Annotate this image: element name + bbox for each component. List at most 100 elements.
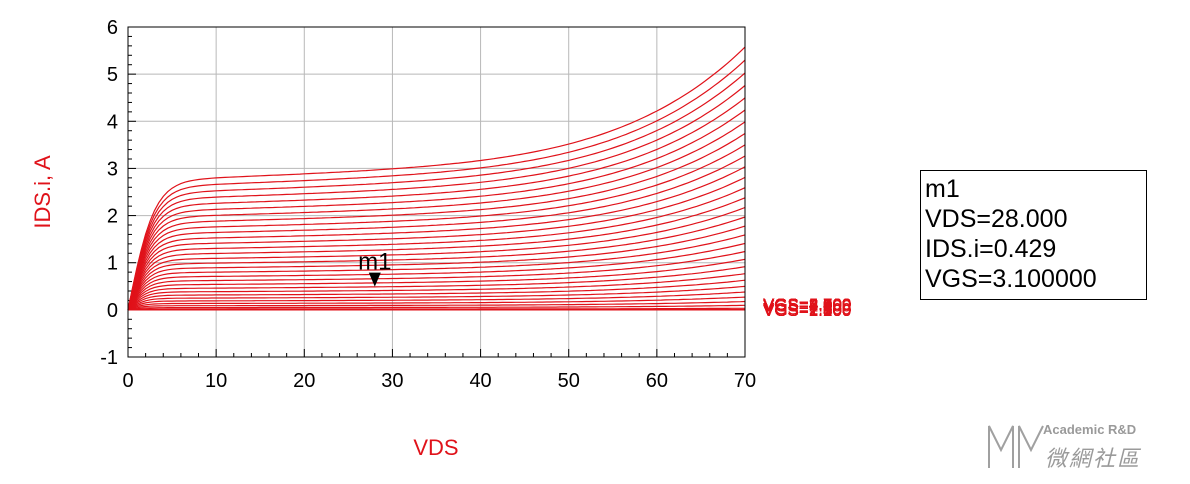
series-label: VGS=4.200	[763, 295, 851, 314]
iv-curve	[127, 225, 746, 311]
y-tick-label: -1	[100, 347, 118, 369]
iv-curve	[127, 279, 746, 311]
series-label: VGS=5.000	[763, 295, 851, 314]
iv-curve	[127, 85, 746, 311]
iv-curve	[127, 307, 745, 311]
x-tick-label: 0	[122, 370, 133, 392]
series-label: VGS=4.600	[763, 295, 851, 314]
iv-curve	[127, 46, 746, 311]
iv-curve	[127, 291, 746, 311]
series-label: VGS=4.000	[763, 295, 851, 314]
iv-curves	[127, 46, 746, 311]
series-label: VGS=3.900	[763, 295, 851, 314]
series-label: VGS=2.100	[763, 299, 851, 318]
series-label: VGS=3.700	[763, 295, 851, 314]
y-tick-labels: -1 0 1 2 3 4 5 6	[100, 17, 118, 369]
x-tick-label: 20	[293, 370, 315, 392]
marker-arrow-icon	[368, 272, 381, 287]
series-labels: VGS=1.000VGS=1.100VGS=1.200VGS=1.300VGS=…	[763, 295, 851, 320]
iv-curve	[127, 266, 746, 311]
iv-curve	[127, 285, 746, 311]
x-axis-title: VDS	[413, 435, 458, 460]
series-label: VGS=4.100	[763, 295, 851, 314]
y-tick-label: 1	[107, 253, 118, 275]
series-label: VGS=1.800	[763, 301, 851, 320]
series-label: VGS=3.100	[763, 295, 851, 314]
series-label: VGS=3.300	[763, 295, 851, 314]
series-label: VGS=2.700	[763, 295, 851, 314]
iv-curve	[127, 155, 746, 311]
series-label: VGS=2.600	[763, 295, 851, 314]
iv-curve	[127, 72, 746, 311]
iv-curve	[127, 300, 746, 311]
marker-readout-vgs: VGS=3.100000	[925, 265, 1097, 293]
series-label: VGS=4.700	[763, 295, 851, 314]
series-label: VGS=4.400	[763, 295, 851, 314]
marker-m1[interactable]: m1	[358, 249, 391, 287]
y-tick-label: 6	[107, 17, 118, 39]
series-label: VGS=4.900	[763, 295, 851, 314]
x-tick-label: 70	[734, 370, 756, 392]
iv-curve	[127, 250, 746, 311]
x-tick-label: 50	[558, 370, 580, 392]
series-label: VGS=1.200	[763, 301, 851, 320]
series-label: VGS=4.500	[763, 295, 851, 314]
series-label: VGS=4.300	[763, 295, 851, 314]
y-tick-label: 3	[107, 158, 118, 180]
y-axis-title: IDS.i, A	[30, 155, 55, 229]
marker-label: m1	[358, 249, 391, 276]
iv-curve	[127, 304, 746, 311]
iv-curve	[127, 206, 746, 311]
marker-readout-ids: IDS.i=0.429	[925, 235, 1057, 263]
iv-curve	[127, 97, 746, 311]
y-tick-label: 2	[107, 206, 118, 228]
x-tick-label: 30	[381, 370, 403, 392]
x-tick-labels: 0 10 20 30 40 50 60 70	[122, 370, 756, 392]
watermark-mark-icon	[988, 425, 1044, 468]
iv-curve	[127, 273, 746, 311]
watermark-text-en: Academic R&D	[1043, 422, 1136, 437]
series-label: VGS=2.800	[763, 295, 851, 314]
iv-curve	[127, 144, 746, 311]
iv-curve	[127, 59, 746, 311]
series-label: VGS=3.800	[763, 295, 851, 314]
series-label: VGS=2.200	[763, 296, 851, 315]
series-label: VGS=1.400	[763, 301, 851, 320]
y-tick-label: 5	[107, 64, 118, 86]
series-label: VGS=3.600	[763, 295, 851, 314]
iv-curve	[127, 121, 746, 311]
series-label: VGS=2.400	[763, 295, 851, 314]
series-label: VGS=4.800	[763, 295, 851, 314]
series-label: VGS=1.500	[763, 301, 851, 320]
series-label: VGS=3.500	[763, 295, 851, 314]
iv-curve	[127, 109, 746, 311]
y-tick-label: 4	[107, 111, 118, 133]
x-tick-label: 40	[469, 370, 491, 392]
series-label: VGS=1.000	[763, 301, 851, 320]
iv-curve	[127, 242, 746, 311]
series-label: VGS=1.600	[763, 301, 851, 320]
iv-curve	[127, 234, 746, 311]
marker-readout-box: m1 VDS=28.000 IDS.i=0.429 VGS=3.100000	[920, 170, 1147, 300]
iv-curve	[127, 216, 746, 311]
series-label: VGS=2.300	[763, 295, 851, 314]
iv-curve	[127, 296, 746, 311]
marker-readout-vds: VDS=28.000	[925, 205, 1068, 233]
iv-curve	[127, 187, 746, 311]
plot-frame	[127, 26, 746, 358]
x-tick-label: 60	[646, 370, 668, 392]
series-label: VGS=2.000	[763, 301, 851, 320]
y-tick-label: 0	[107, 300, 118, 322]
series-label: VGS=3.200	[763, 295, 851, 314]
series-label: VGS=1.100	[763, 301, 851, 320]
iv-curve	[127, 197, 746, 311]
iv-curve	[127, 258, 746, 311]
series-label: VGS=1.700	[763, 301, 851, 320]
marker-readout-name: m1	[925, 175, 960, 203]
iv-curve	[127, 176, 746, 311]
series-label: VGS=1.300	[763, 301, 851, 320]
series-label: VGS=3.400	[763, 295, 851, 314]
x-tick-label: 10	[205, 370, 227, 392]
iv-curve	[127, 166, 746, 311]
series-label: VGS=2.500	[763, 295, 851, 314]
